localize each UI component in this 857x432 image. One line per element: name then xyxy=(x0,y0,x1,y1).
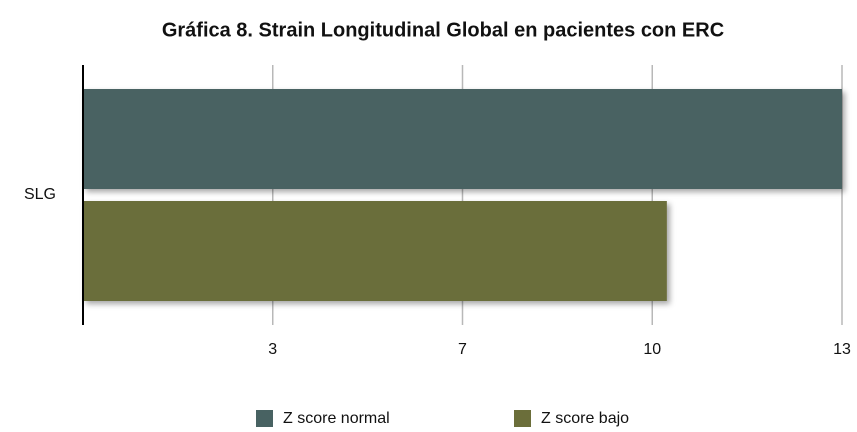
chart-title: Gráfica 8. Strain Longitudinal Global en… xyxy=(162,19,724,41)
legend-label: Z score normal xyxy=(283,410,390,427)
bar xyxy=(83,201,667,301)
legend-swatch xyxy=(256,410,273,427)
legend-swatch xyxy=(514,410,531,427)
y-tick-label: SLG xyxy=(24,186,56,203)
bar xyxy=(83,89,842,189)
x-tick-label: 10 xyxy=(643,341,661,358)
x-tick-label: 13 xyxy=(833,341,851,358)
legend-label: Z score bajo xyxy=(541,410,629,427)
x-tick-label: 3 xyxy=(268,341,277,358)
x-tick-label: 7 xyxy=(458,341,467,358)
